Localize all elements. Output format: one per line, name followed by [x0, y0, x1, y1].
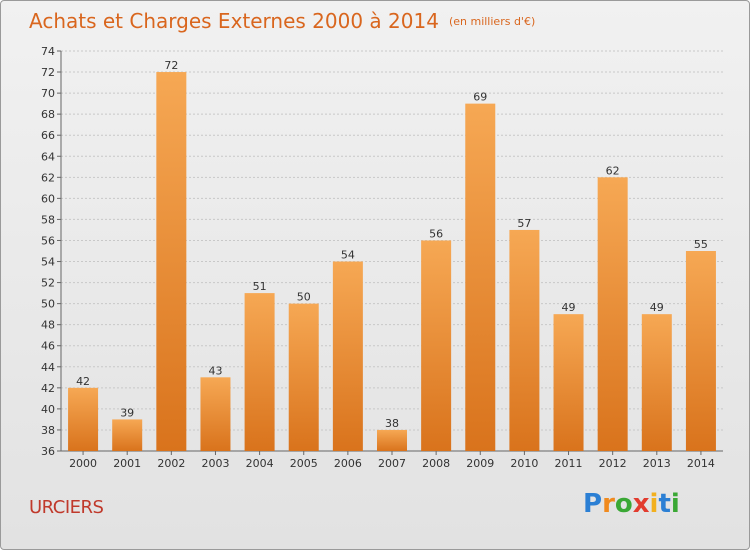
y-tick-label: 44 — [41, 361, 55, 374]
bar-value-label: 51 — [253, 280, 267, 293]
x-tick-label: 2000 — [69, 457, 97, 470]
y-tick-label: 74 — [41, 45, 55, 58]
bar-value-label: 56 — [429, 227, 443, 240]
bar-value-label: 38 — [385, 417, 399, 430]
bar-layer — [68, 72, 716, 451]
y-tick-label: 38 — [41, 424, 55, 437]
bar — [332, 261, 363, 451]
bar — [421, 240, 452, 451]
bar — [68, 387, 99, 451]
y-tick-label: 68 — [41, 108, 55, 121]
bar-value-label: 55 — [694, 238, 708, 251]
x-tick-label: 2008 — [422, 457, 450, 470]
logo-letter: i — [670, 489, 680, 519]
bar — [156, 72, 187, 451]
x-tick-label: 2013 — [643, 457, 671, 470]
logo-letter: r — [602, 489, 615, 519]
proxiti-logo: Proxiti — [583, 489, 680, 519]
chart-title-text: Achats et Charges Externes 2000 à 2014 — [29, 9, 439, 33]
y-tick-label: 42 — [41, 382, 55, 395]
x-tick-label: 2004 — [246, 457, 274, 470]
bar — [509, 229, 540, 451]
y-tick-label: 36 — [41, 445, 55, 458]
bar — [200, 377, 231, 451]
bar — [465, 103, 496, 451]
y-tick-label: 70 — [41, 87, 55, 100]
x-tick-label: 2001 — [113, 457, 141, 470]
y-tick-label: 52 — [41, 277, 55, 290]
x-tick-label: 2012 — [599, 457, 627, 470]
x-tick-label: 2010 — [510, 457, 538, 470]
x-tick-label: 2014 — [687, 457, 715, 470]
y-tick-label: 50 — [41, 298, 55, 311]
logo-letter: P — [583, 489, 603, 519]
bar — [288, 303, 319, 451]
x-tick-label: 2009 — [466, 457, 494, 470]
bar — [641, 314, 672, 451]
y-tick-label: 60 — [41, 192, 55, 205]
bar — [597, 177, 628, 451]
logo-letter: x — [632, 489, 650, 519]
bar-value-label: 39 — [120, 406, 134, 419]
y-tick-label: 54 — [41, 256, 55, 269]
bar — [377, 429, 407, 451]
bar-value-label: 49 — [562, 301, 576, 314]
bar-value-label: 69 — [473, 91, 487, 104]
x-tick-label: 2007 — [378, 457, 406, 470]
logo-letter: i — [649, 489, 659, 519]
x-tick-label: 2002 — [157, 457, 185, 470]
bar-value-label: 72 — [164, 59, 178, 72]
x-tick-label: 2005 — [290, 457, 318, 470]
bar — [112, 419, 143, 451]
logo-letter: o — [614, 489, 633, 519]
logo-letter: t — [658, 489, 671, 519]
y-tick-label: 62 — [41, 171, 55, 184]
x-tick-label: 2011 — [555, 457, 583, 470]
y-tick-label: 40 — [41, 403, 55, 416]
bar-value-label: 57 — [517, 217, 531, 230]
bar-value-label: 62 — [606, 164, 620, 177]
bar — [685, 251, 716, 451]
town-name: URCIERS — [29, 497, 104, 518]
y-tick-label: 66 — [41, 129, 55, 142]
bar-value-label: 54 — [341, 249, 355, 262]
y-tick-label: 64 — [41, 150, 55, 163]
y-tick-label: 58 — [41, 213, 55, 226]
bar-value-label: 43 — [208, 364, 222, 377]
y-tick-label: 48 — [41, 319, 55, 332]
bar-value-label: 50 — [297, 291, 311, 304]
x-tick-label: 2006 — [334, 457, 362, 470]
bar — [244, 293, 275, 451]
y-tick-label: 72 — [41, 66, 55, 79]
chart-title: Achats et Charges Externes 2000 à 2014 (e… — [29, 9, 535, 33]
bar-value-label: 42 — [76, 375, 90, 388]
chart-subtitle: (en milliers d'€) — [448, 15, 536, 28]
y-tick-label: 56 — [41, 234, 55, 247]
x-tick-label: 2003 — [201, 457, 229, 470]
label-layer: 36 38 40 42 44 46 48 50 52 54 56 58 60 62 64 66 68 70 72 74… — [41, 45, 715, 470]
y-tick-label: 46 — [41, 340, 55, 353]
bar — [553, 314, 584, 451]
bar-value-label: 49 — [650, 301, 664, 314]
